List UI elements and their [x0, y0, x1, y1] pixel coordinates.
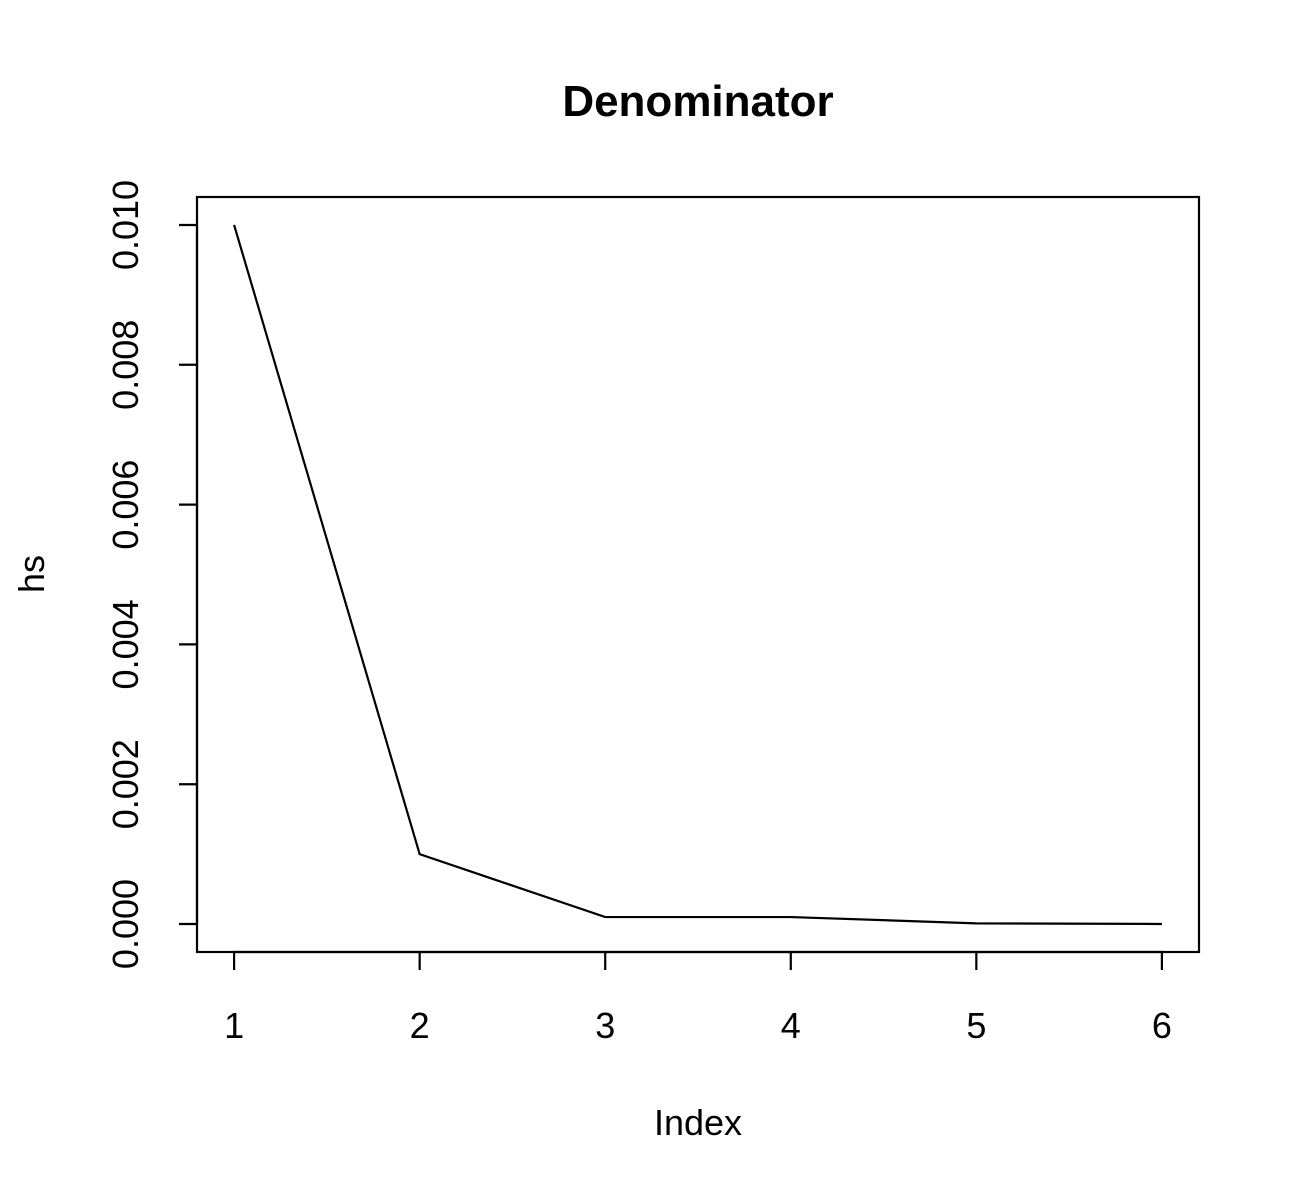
- x-tick-label: 2: [410, 1005, 430, 1046]
- x-tick-label: 1: [224, 1005, 244, 1046]
- y-axis-label: hs: [11, 555, 52, 593]
- x-tick-label: 3: [595, 1005, 615, 1046]
- y-tick-label: 0.006: [105, 460, 146, 550]
- x-tick-label: 5: [966, 1005, 986, 1046]
- y-tick-label: 0.002: [105, 739, 146, 829]
- x-tick-label: 4: [781, 1005, 801, 1046]
- series-line: [233, 224, 1162, 926]
- plot-frame: [195, 195, 1201, 954]
- y-axis: 0.000 0.002 0.004 0.006 0.008 0.010: [105, 180, 199, 969]
- x-tick-label: 6: [1152, 1005, 1172, 1046]
- y-tick-label: 0.008: [105, 320, 146, 410]
- y-tick-label: 0.004: [105, 599, 146, 689]
- x-axis-label: Index: [654, 1102, 742, 1143]
- y-tick-label: 0.000: [105, 879, 146, 969]
- chart-title: Denominator: [562, 77, 833, 126]
- y-tick-label: 0.010: [105, 180, 146, 270]
- x-axis: 1 2 3 4 5 6: [224, 950, 1172, 1046]
